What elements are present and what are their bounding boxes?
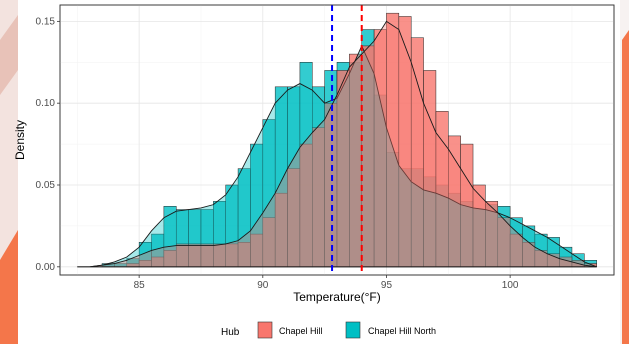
x-tick-label: 95 (381, 280, 393, 291)
y-tick-label: 0.10 (36, 98, 56, 109)
mean-lines (331, 5, 363, 275)
decor-shape-right (622, 30, 629, 344)
x-tick-label: 85 (134, 280, 146, 291)
legend-label-chapel-hill: Chapel Hill (279, 326, 323, 336)
histogram-bars (101, 12, 597, 268)
plot-border (59, 4, 615, 276)
x-tick-label: 90 (257, 280, 269, 291)
legend-label-chapel-hill-north: Chapel Hill North (368, 326, 436, 336)
density-curve-chapel-hill (77, 20, 597, 268)
legend-key-chapel-hill-north (345, 321, 361, 339)
legend: Hub Chapel Hill Chapel Hill North (221, 321, 436, 339)
y-tick-label: 0.00 (36, 262, 56, 273)
legend-key-chapel-hill (257, 321, 273, 339)
decor-shape-upper (0, 15, 18, 95)
density-curves (77, 20, 597, 268)
y-axis-ticks: 0.00 0.05 0.10 0.15 (36, 16, 60, 273)
density-curve-chapel-hill-north (77, 44, 597, 268)
y-tick-label: 0.15 (36, 16, 56, 27)
x-axis-title: Temperature(°F) (293, 290, 381, 304)
y-axis-title: Density (13, 120, 27, 160)
x-tick-label: 100 (502, 280, 519, 291)
x-axis-ticks: 85 90 95 100 (134, 275, 519, 291)
decor-shape-lower (0, 230, 18, 344)
legend-title: Hub (221, 327, 240, 338)
y-tick-label: 0.05 (36, 180, 56, 191)
